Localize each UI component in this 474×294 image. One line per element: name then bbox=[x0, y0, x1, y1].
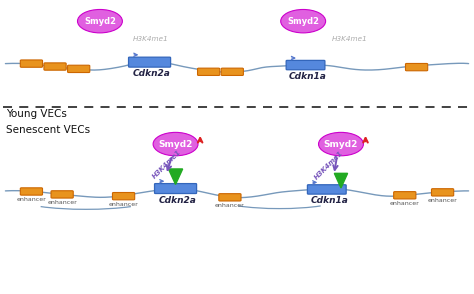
FancyBboxPatch shape bbox=[394, 192, 416, 199]
Ellipse shape bbox=[281, 9, 326, 33]
Text: enhancer: enhancer bbox=[109, 202, 138, 207]
FancyBboxPatch shape bbox=[405, 64, 428, 71]
FancyBboxPatch shape bbox=[128, 57, 171, 67]
FancyBboxPatch shape bbox=[431, 189, 454, 196]
Ellipse shape bbox=[319, 132, 364, 156]
Polygon shape bbox=[334, 173, 347, 188]
Text: Cdkn2a: Cdkn2a bbox=[133, 69, 171, 78]
Text: Smyd2: Smyd2 bbox=[324, 140, 358, 148]
Text: Senescent VECs: Senescent VECs bbox=[6, 125, 91, 135]
Text: Cdkn1a: Cdkn1a bbox=[310, 196, 348, 206]
Text: enhancer: enhancer bbox=[47, 200, 77, 205]
FancyBboxPatch shape bbox=[20, 188, 43, 195]
Ellipse shape bbox=[153, 132, 198, 156]
FancyBboxPatch shape bbox=[308, 185, 346, 194]
Text: Young VECs: Young VECs bbox=[6, 109, 67, 119]
Text: Cdkn2a: Cdkn2a bbox=[159, 196, 197, 205]
Text: enhancer: enhancer bbox=[215, 203, 245, 208]
Text: Smyd2: Smyd2 bbox=[84, 17, 116, 26]
FancyBboxPatch shape bbox=[155, 183, 197, 193]
FancyBboxPatch shape bbox=[219, 194, 241, 201]
Text: Smyd2: Smyd2 bbox=[158, 140, 193, 148]
Text: H3K4me1: H3K4me1 bbox=[314, 150, 345, 181]
Text: enhancer: enhancer bbox=[17, 197, 46, 202]
Ellipse shape bbox=[77, 9, 122, 33]
Text: Smyd2: Smyd2 bbox=[287, 17, 319, 26]
Text: H3K4me1: H3K4me1 bbox=[133, 36, 169, 42]
FancyBboxPatch shape bbox=[44, 63, 66, 70]
FancyBboxPatch shape bbox=[20, 60, 43, 67]
Text: enhancer: enhancer bbox=[390, 201, 419, 206]
FancyBboxPatch shape bbox=[221, 68, 243, 76]
Polygon shape bbox=[168, 169, 182, 184]
FancyBboxPatch shape bbox=[112, 193, 135, 200]
Text: H3K4me1: H3K4me1 bbox=[151, 148, 182, 179]
FancyBboxPatch shape bbox=[68, 65, 90, 73]
Text: H3K4me1: H3K4me1 bbox=[331, 36, 367, 42]
FancyBboxPatch shape bbox=[286, 60, 325, 70]
Text: enhancer: enhancer bbox=[428, 198, 457, 203]
Text: Cdkn1a: Cdkn1a bbox=[289, 72, 327, 81]
FancyBboxPatch shape bbox=[51, 191, 73, 198]
FancyBboxPatch shape bbox=[198, 68, 220, 76]
